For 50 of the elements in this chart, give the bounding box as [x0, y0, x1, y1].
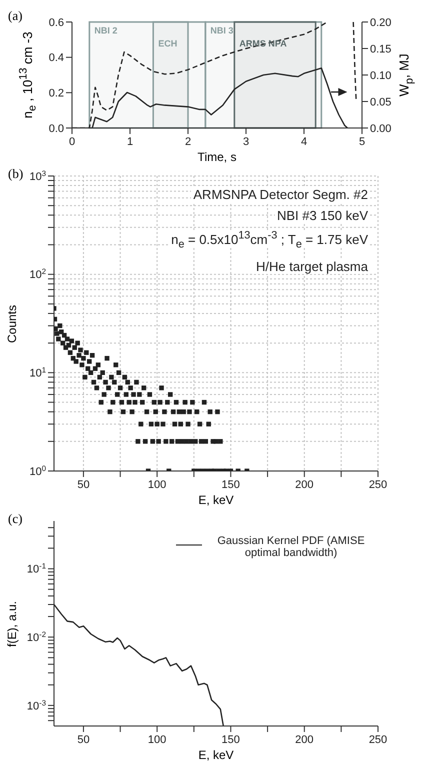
y-tick-label: 10$^{-2}$: [26, 629, 46, 644]
x-axis-title: E, keV: [198, 748, 234, 762]
x-tick-label: 1: [126, 136, 134, 148]
y-tick-label: 10$^{-3}$: [26, 698, 46, 712]
x-tick-label: 150: [222, 734, 240, 746]
y-tick-label: 0.2: [48, 88, 64, 100]
y2-tick-label: 0.10: [370, 70, 392, 82]
x-tick-label: 4: [300, 136, 308, 148]
annotation: NBI #3 150 keV: [274, 208, 370, 223]
text: (c): [8, 511, 22, 527]
x-tick-label: 3: [242, 136, 250, 148]
y-axis-title: Counts: [5, 304, 19, 343]
x-tick-label: 100: [148, 478, 166, 491]
band-label: ECH: [158, 38, 178, 48]
y2-tick-label: 0.05: [370, 96, 392, 108]
x-tick-label: 50: [77, 478, 90, 491]
x-tick-label: 200: [295, 478, 314, 491]
annotation: ARMSNPA Detector Segm. #2: [191, 187, 370, 202]
y2-tick-label: 0.00: [370, 122, 392, 135]
x-axis-title: E, keV: [198, 493, 234, 507]
x-tick-label: 0: [68, 136, 76, 148]
x-tick-label: 250: [368, 478, 388, 491]
x-axis-title: Time, s: [198, 150, 236, 164]
x-tick-label: 5: [358, 136, 366, 148]
x-tick-label: 100: [148, 734, 166, 746]
x-tick-label: 50: [77, 734, 90, 746]
x-tick-label: 150: [222, 478, 240, 491]
text: (b): [8, 166, 24, 182]
y2-tick-label: 0.20: [370, 16, 392, 29]
y2-tick-label: 0.15: [370, 43, 392, 56]
y-tick-label: 10$^{3}$: [29, 168, 46, 183]
y-tick-label: 0.0: [48, 122, 64, 135]
y-tick-label: 10$^{1}$: [29, 365, 46, 380]
y-tick-label: 10$^{2}$: [29, 266, 46, 282]
annotation: H/He target plasma: [254, 258, 370, 274]
y-tick-label: 10$^{0}$: [29, 463, 46, 478]
band-label: NBI 2: [94, 25, 118, 36]
band-label: NBI 3: [210, 25, 234, 36]
x-tick-label: 250: [368, 734, 388, 746]
band-label: ARMS NPA: [239, 38, 288, 48]
y-axis-title: f(E), a.u.: [5, 600, 19, 647]
y-tick-label: 10$^{-1}$: [26, 561, 46, 576]
text: (a): [8, 8, 22, 24]
text: n$_{e}$ = 0.5x10$^{13}$cm$^{-3}$ ; T$_{e}$ = 1.75 keV: [171, 230, 368, 251]
y-tick-label: 0.4: [48, 52, 64, 64]
x-tick-label: 200: [295, 734, 314, 746]
legend-label: Gaussian Kernel PDF (AMISE optimal bandwidth): [216, 535, 366, 559]
line-series: [54, 604, 224, 726]
y-tick-label: 0.6: [48, 16, 64, 29]
x-tick-label: 2: [184, 136, 192, 148]
